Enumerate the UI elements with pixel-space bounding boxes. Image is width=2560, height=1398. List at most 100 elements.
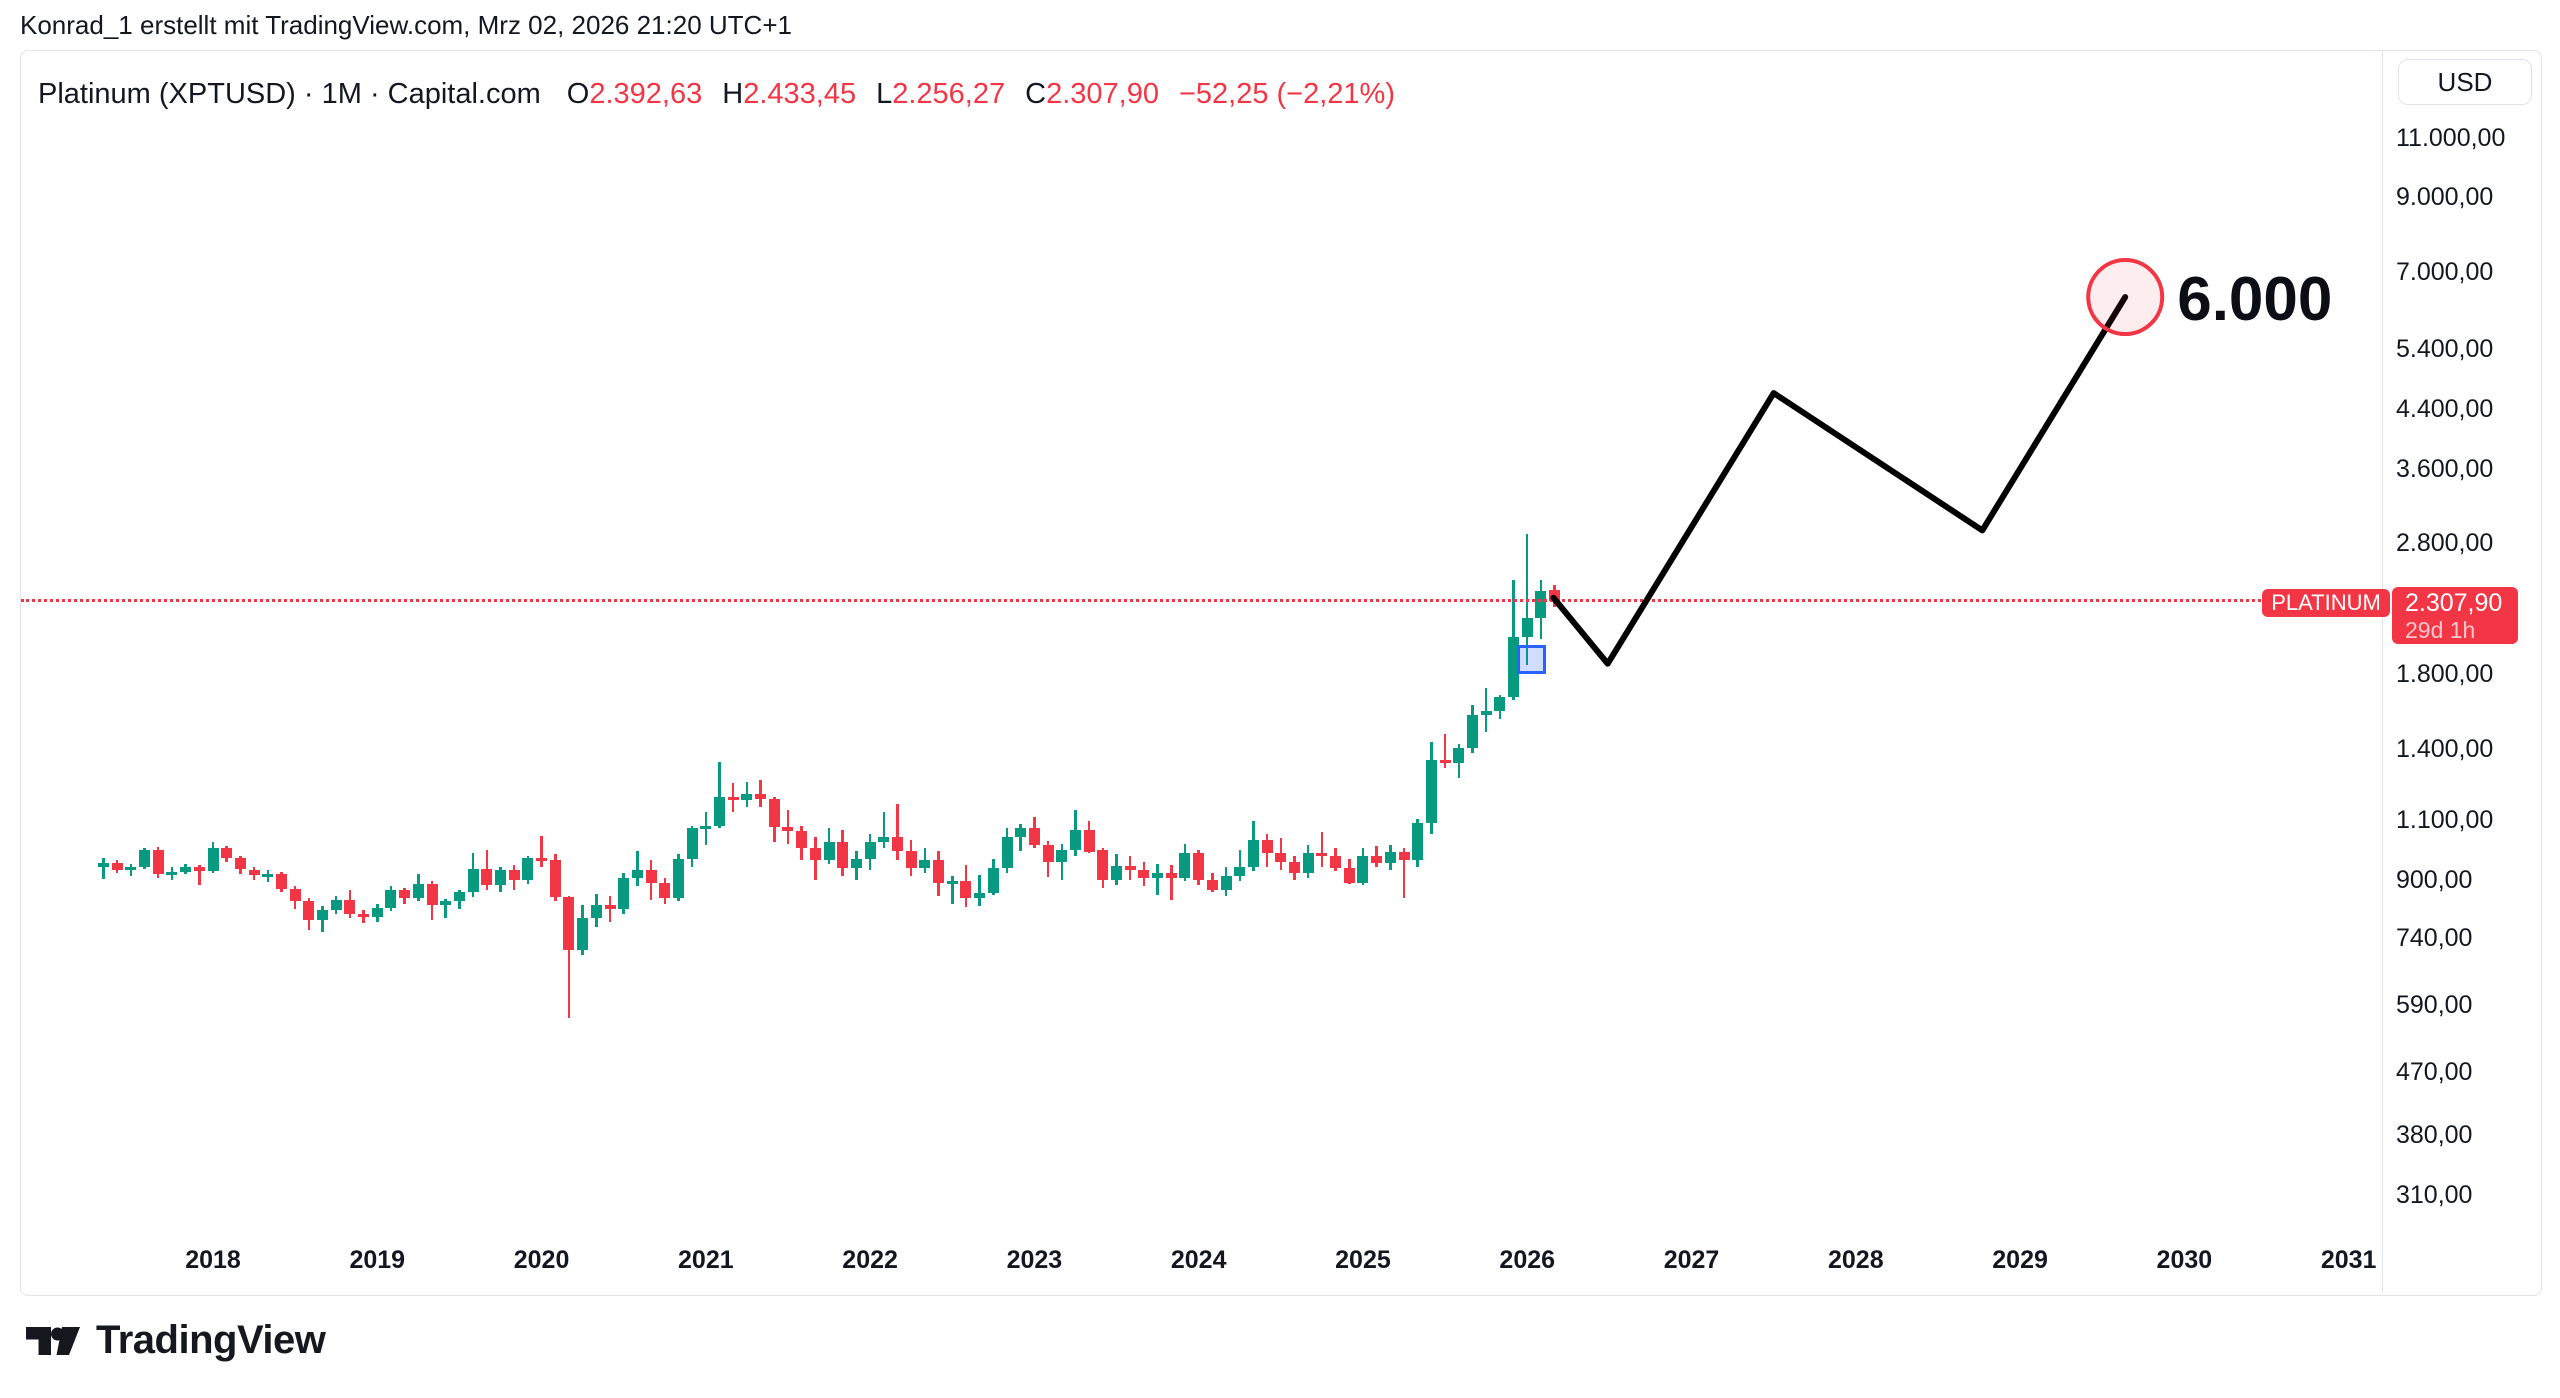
low-label: L — [876, 78, 893, 110]
time-axis-label: 2020 — [513, 1246, 570, 1274]
candle-body — [453, 891, 465, 901]
footer-brand[interactable]: TradingView — [24, 1318, 326, 1363]
candle-body — [262, 873, 274, 877]
candle-wick — [1156, 863, 1159, 895]
chart-frame[interactable] — [20, 50, 2542, 1296]
candle-body — [1247, 839, 1259, 867]
candle-body — [549, 860, 561, 898]
symbol-title: Platinum (XPTUSD) · 1M · Capital.com — [38, 78, 541, 110]
candle-body — [1412, 823, 1424, 861]
candle-body — [494, 869, 506, 885]
candle-body — [905, 851, 917, 869]
time-axis-label: 2022 — [842, 1246, 898, 1274]
candle-body — [207, 848, 219, 872]
candle-body — [1330, 855, 1342, 868]
candle-wick — [540, 836, 543, 867]
candle-body — [180, 866, 192, 873]
time-axis-label: 2030 — [2156, 1246, 2213, 1274]
candle-body — [1425, 760, 1437, 824]
time-axis-label: 2024 — [1170, 1246, 1227, 1274]
candle-body — [111, 862, 123, 870]
candle-body — [714, 796, 726, 826]
candle-body — [1343, 867, 1355, 883]
candle-body — [399, 889, 411, 899]
candle-body — [1042, 845, 1054, 862]
candle-body — [1535, 590, 1547, 618]
candle-body — [1289, 861, 1300, 873]
candle-body — [741, 794, 753, 800]
time-axis-label: 2028 — [1827, 1246, 1884, 1274]
candle-body — [1001, 836, 1013, 869]
candle-body — [850, 858, 862, 869]
candle-body — [440, 900, 452, 906]
candle-wick — [882, 812, 886, 849]
price-axis-label: 310,00 — [2396, 1181, 2473, 1210]
candle-wick — [1484, 687, 1488, 733]
candle-body — [1275, 853, 1287, 862]
highlight-rectangle-drawing[interactable] — [1517, 644, 1547, 674]
candle-body — [892, 836, 903, 852]
currency-toggle-button[interactable]: USD — [2398, 59, 2532, 105]
price-axis-label: 4.400,00 — [2396, 395, 2494, 424]
candle-body — [782, 826, 794, 831]
candle-body — [1097, 850, 1109, 880]
candle-wick — [1402, 848, 1406, 898]
candle-body — [1316, 853, 1328, 857]
candle-body — [878, 836, 890, 842]
candle-body — [1466, 715, 1478, 748]
time-axis-label: 2029 — [1992, 1246, 2048, 1274]
price-axis-divider — [2382, 51, 2383, 1293]
candle-body — [946, 880, 958, 884]
candle-body — [1302, 853, 1314, 873]
price-axis-label: 5.400,00 — [2396, 334, 2494, 363]
low-value: 2.256,27 — [892, 78, 1006, 110]
candle-body — [221, 848, 233, 858]
price-axis-label: 1.800,00 — [2396, 660, 2494, 689]
candle-body — [987, 868, 999, 893]
candle-body — [275, 873, 287, 889]
candle-body — [1494, 697, 1506, 711]
candle-body — [823, 842, 835, 861]
candle-wick — [978, 874, 981, 907]
price-axis-label: 900,00 — [2396, 865, 2473, 894]
candle-wick — [951, 876, 954, 904]
candle-body — [467, 869, 479, 892]
attribution-text: Konrad_1 erstellt mit TradingView.com, M… — [20, 10, 792, 40]
tradingview-logo-icon — [26, 1326, 80, 1355]
candle-wick — [1019, 824, 1022, 852]
candle-body — [796, 830, 808, 849]
candle-wick — [102, 857, 105, 879]
time-axis-label: 2026 — [1499, 1246, 1556, 1274]
candle-body — [974, 893, 986, 899]
tradingview-wordmark: TradingView — [96, 1318, 326, 1362]
candle-body — [577, 918, 589, 950]
close-value: 2.307,90 — [1046, 78, 1159, 110]
candle-body — [1138, 870, 1150, 878]
candle-body — [1124, 866, 1136, 871]
symbol-legend: Platinum (XPTUSD) · 1M · Capital.com O2.3… — [38, 78, 1395, 111]
candle-body — [563, 897, 575, 950]
candle-body — [412, 883, 424, 899]
candle-body — [672, 858, 684, 898]
candle-wick — [1238, 849, 1241, 882]
candle-body — [1206, 879, 1218, 890]
candle-body — [755, 794, 767, 800]
candle-body — [248, 869, 260, 875]
candle-body — [1056, 849, 1068, 862]
candle-body — [1398, 852, 1410, 861]
candle-body — [960, 880, 972, 899]
candle-body — [289, 888, 301, 901]
candle-body — [536, 857, 548, 861]
candle-wick — [1170, 865, 1173, 900]
candle-body — [330, 899, 342, 910]
candle-body — [1015, 827, 1027, 837]
candle-body — [358, 914, 370, 918]
candle-body — [1193, 853, 1205, 880]
candle-body — [1261, 839, 1273, 854]
candle-body — [1480, 710, 1492, 716]
candle-wick — [704, 812, 708, 846]
candle-body — [97, 862, 109, 867]
candle-wick — [718, 761, 721, 828]
candle-body — [631, 869, 643, 878]
